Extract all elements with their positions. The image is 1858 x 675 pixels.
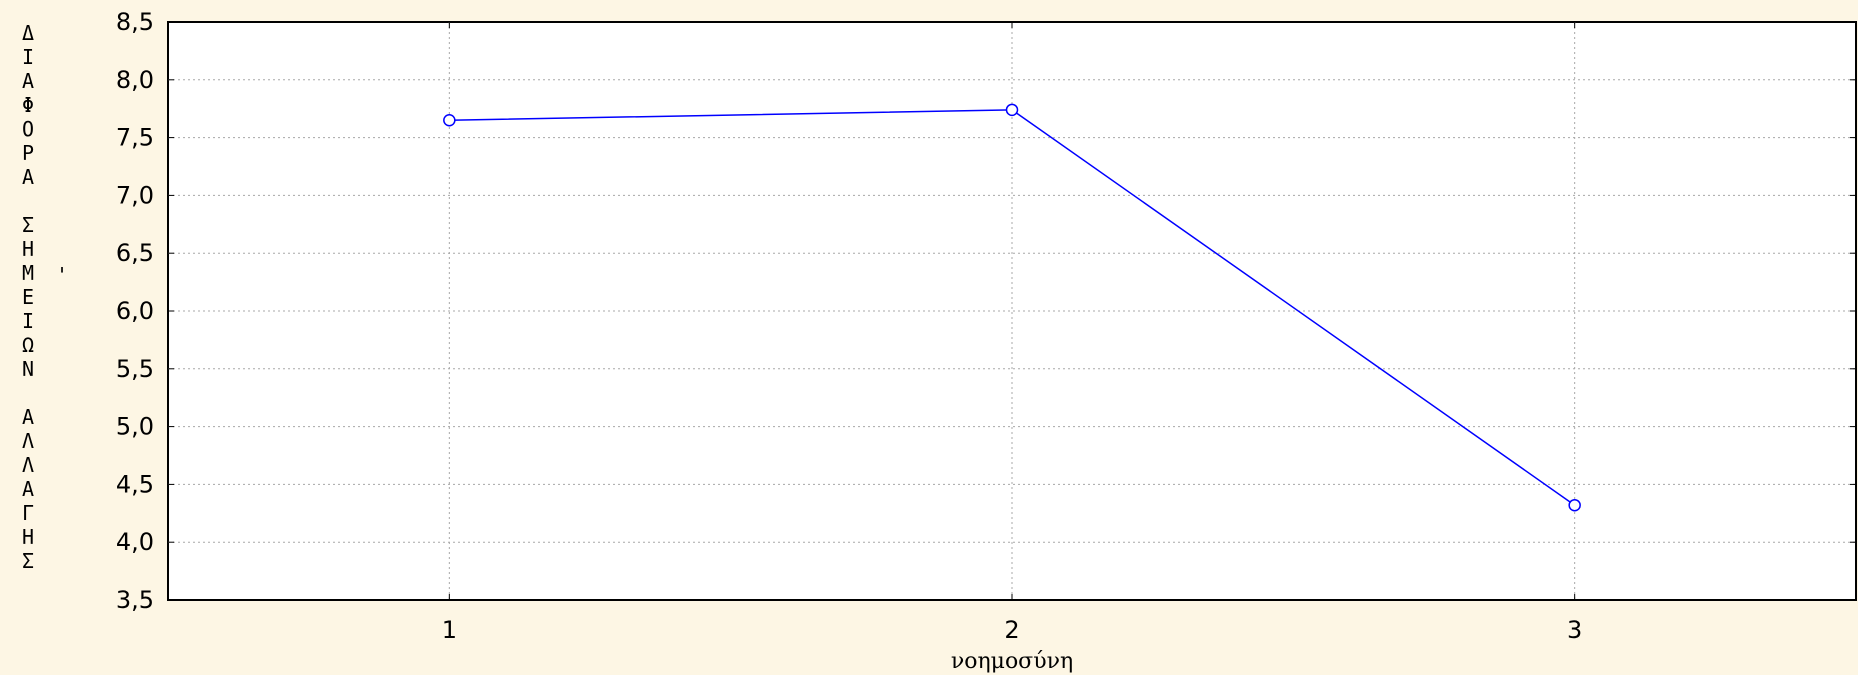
y-tick-label: 7,0 — [116, 181, 154, 209]
y-axis-label-letter: Ι — [22, 45, 34, 69]
y-axis-label-letter: Ν — [22, 357, 34, 381]
y-axis-label-letter: Ρ — [22, 141, 34, 165]
y-axis-label-letter: Ω — [22, 333, 34, 357]
y-axis-label-letter: Φ — [22, 93, 34, 117]
x-tick-label: 2 — [1004, 616, 1019, 644]
data-point — [443, 114, 456, 127]
y-tick-label: 3,5 — [116, 586, 154, 614]
y-axis-label-letter: Α — [22, 477, 34, 501]
y-axis-label-mark: ' — [56, 263, 68, 287]
x-axis-ticks: 1 2 3 — [442, 22, 1582, 644]
y-axis-label-letter: Α — [22, 69, 34, 93]
y-axis-label-letter: Α — [22, 165, 34, 189]
y-tick-label: 8,0 — [116, 66, 154, 94]
x-axis-label: νοημοσύνη — [951, 649, 1073, 674]
y-tick-label: 7,5 — [116, 124, 154, 152]
y-tick-label: 5,5 — [116, 355, 154, 383]
y-axis-label-letter: Ε — [22, 285, 34, 309]
y-axis-label-letter: Γ — [22, 501, 34, 525]
y-tick-label: 5,0 — [116, 413, 154, 441]
x-tick-label: 3 — [1567, 616, 1582, 644]
series-group — [443, 103, 1581, 512]
x-tick-label: 1 — [442, 616, 457, 644]
y-tick-label: 4,0 — [116, 528, 154, 556]
y-axis-label-letter: Λ — [22, 429, 34, 453]
y-axis-label-letter: Η — [22, 237, 34, 261]
y-tick-label: 6,0 — [116, 297, 154, 325]
data-point — [1568, 498, 1581, 512]
y-axis-label-letter: Η — [22, 525, 34, 549]
y-axis-label-letter: Δ — [22, 21, 34, 45]
y-axis-label-letter: Α — [22, 405, 34, 429]
grid-lines — [168, 22, 1856, 600]
y-tick-label: 6,5 — [116, 239, 154, 267]
y-axis-label-letter: Σ — [22, 549, 34, 573]
y-axis-label-letter: Λ — [22, 453, 34, 477]
y-tick-label: 8,5 — [116, 8, 154, 36]
y-axis-label-letter: Μ — [22, 261, 34, 285]
data-point — [1005, 103, 1019, 117]
y-axis-label-letter: Ο — [22, 117, 34, 141]
y-tick-label: 4,5 — [116, 470, 154, 498]
y-axis-label-letter: Ι — [22, 309, 34, 333]
y-axis-ticks: 3,5 4,0 4,5 5,0 5,5 6,0 6,5 7,0 7,5 8,0 8,5 — [116, 8, 1856, 614]
y-axis-label-letter: Σ — [22, 213, 34, 237]
